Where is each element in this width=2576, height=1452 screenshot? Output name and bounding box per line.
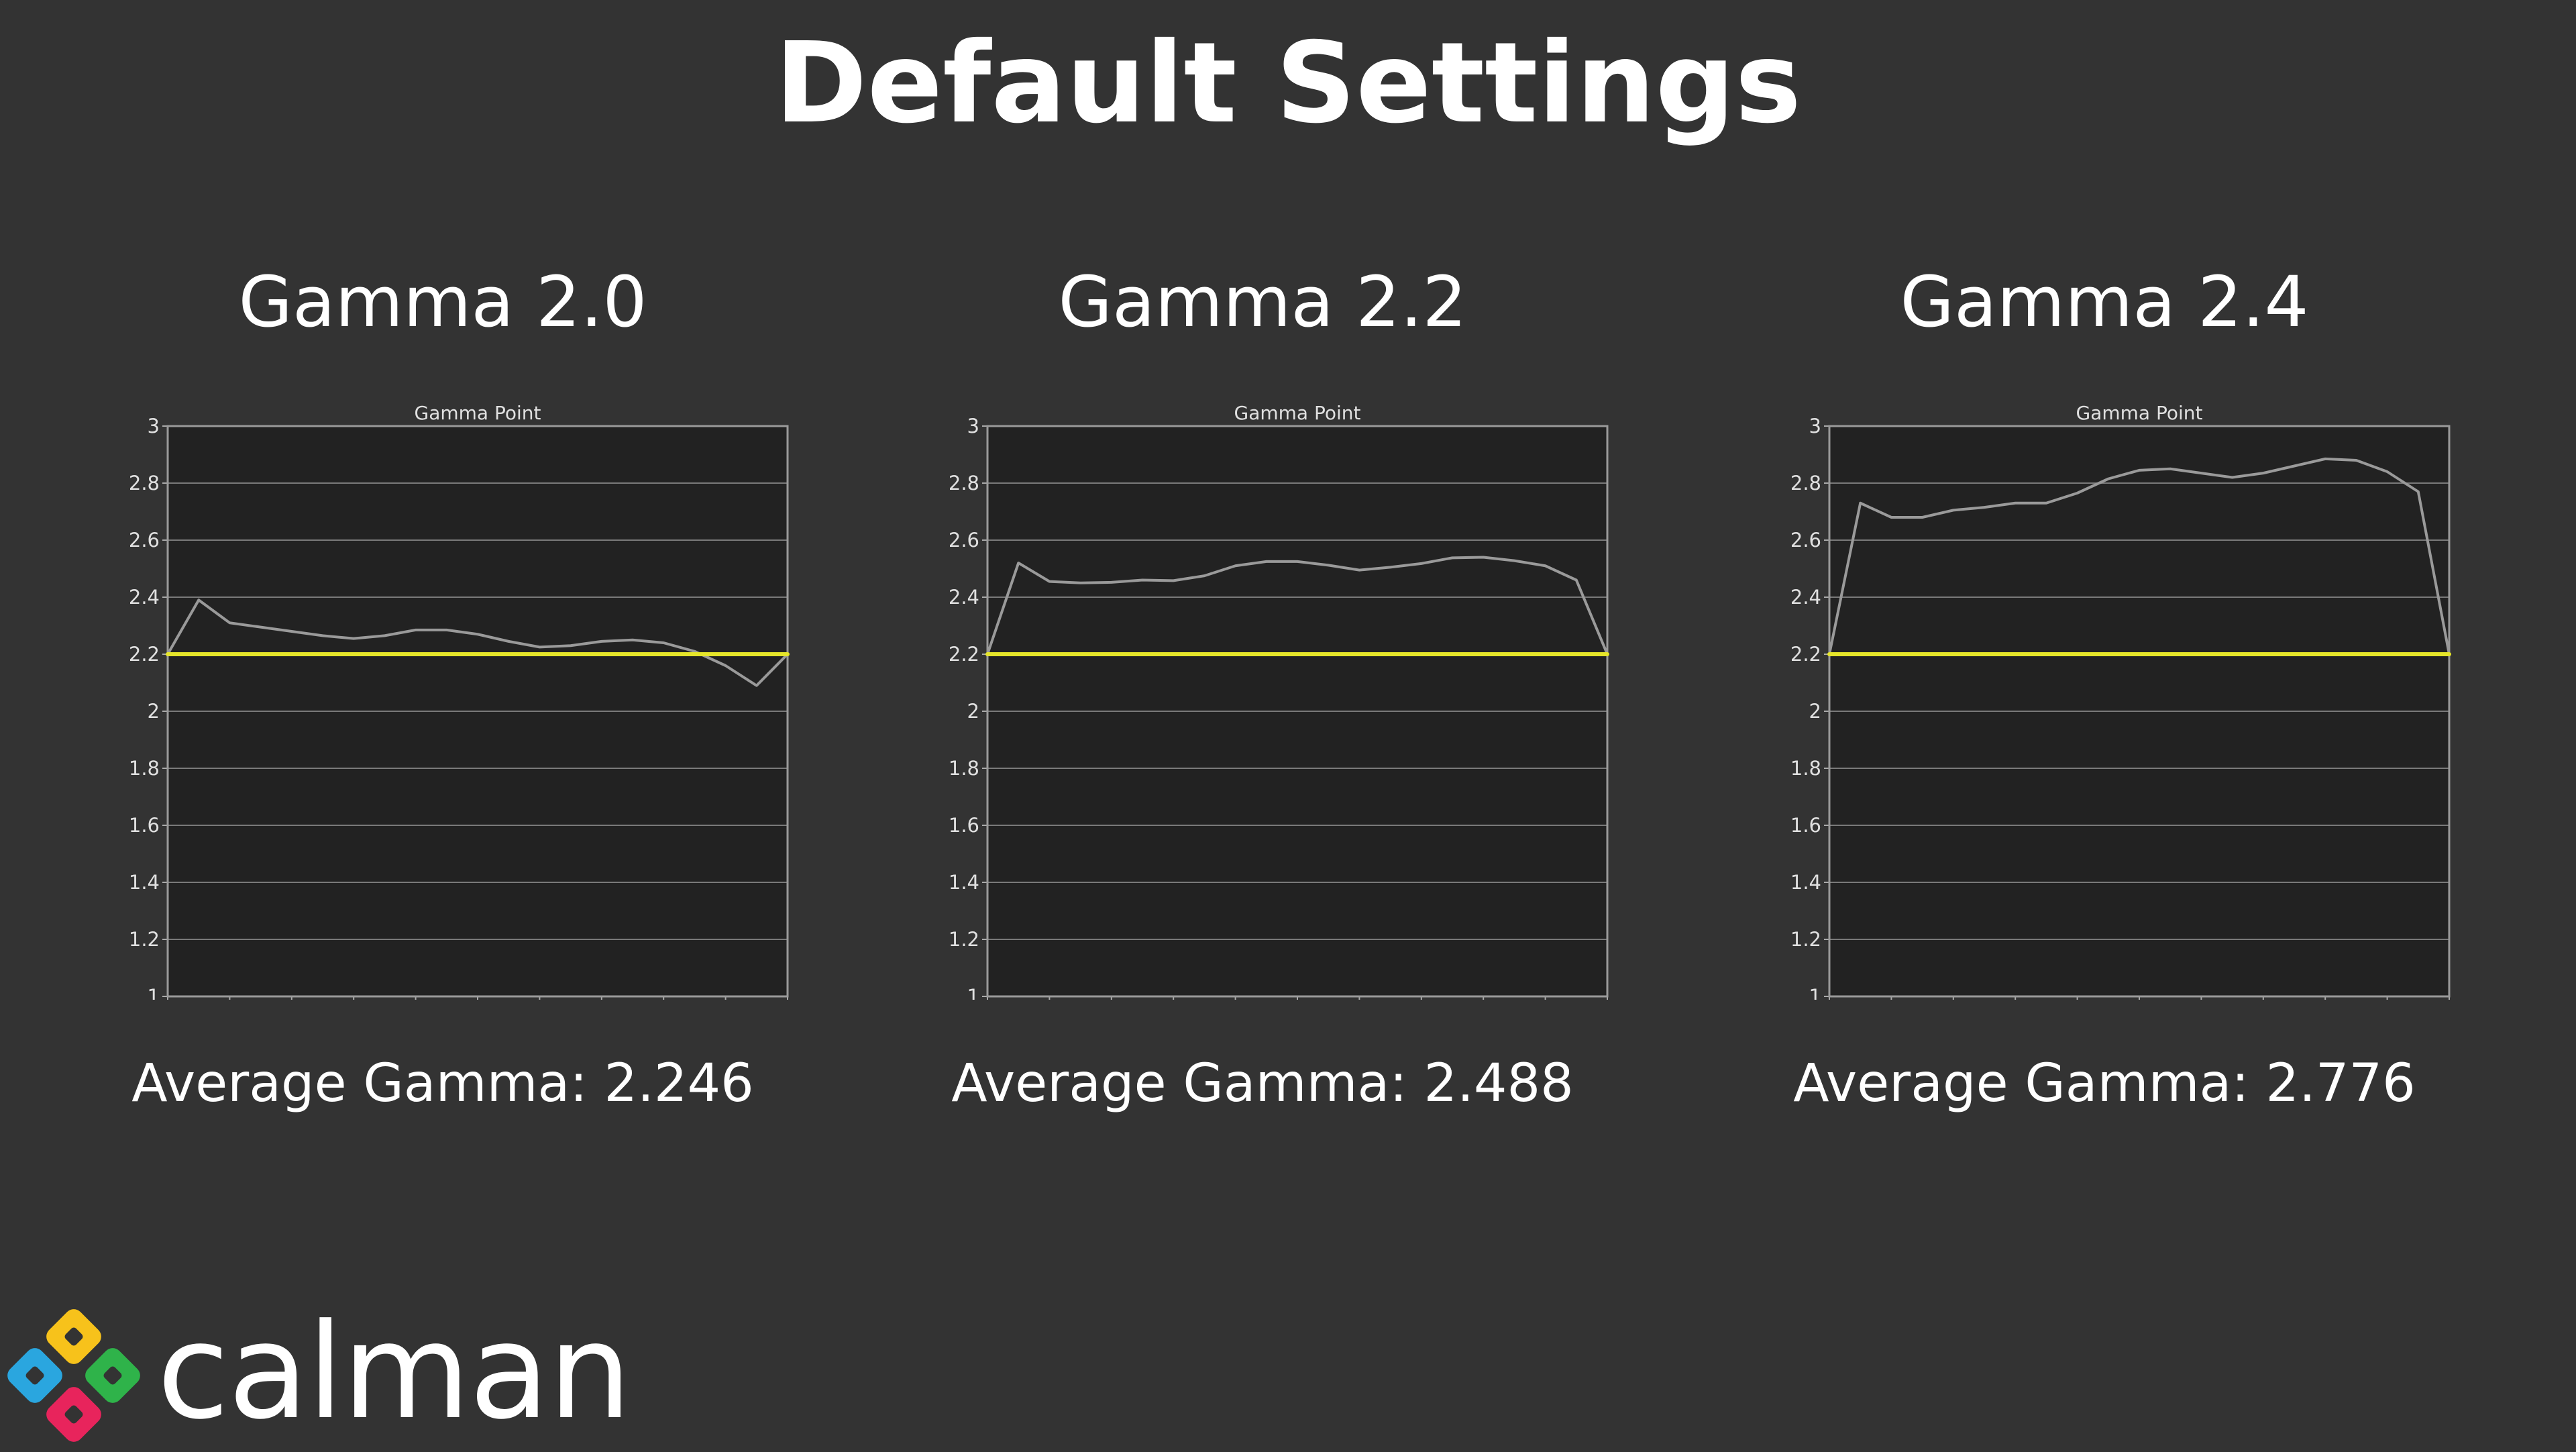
- y-tick-label: 2.8: [1790, 472, 1821, 495]
- y-tick-label: 1.2: [129, 928, 160, 951]
- y-tick-label: 3: [967, 415, 979, 437]
- y-tick-label: 1.6: [1790, 814, 1821, 837]
- average-gamma-label: Average Gamma:: [951, 1053, 1407, 1114]
- y-tick-label: 2.4: [949, 586, 979, 609]
- chart-title: Gamma Point: [2076, 402, 2203, 424]
- y-tick-label: 3: [1809, 415, 1821, 437]
- average-gamma: Average Gamma: 2.246: [40, 1047, 845, 1121]
- y-tick-label: 1.8: [949, 757, 979, 780]
- y-tick-label: 1.2: [1790, 928, 1821, 951]
- chart-panel-gamma-2-4: Gamma 2.4 Gamma Point 1 1.2 1.4 1.6 1.8 2 2.2 2.…: [1702, 242, 2507, 1141]
- plot-border: [1828, 425, 2451, 998]
- y-tick-label: 2.2: [1790, 643, 1821, 666]
- chart-panel-gamma-2-2: Gamma 2.2 Gamma Point 1 1.2 1.4 1.6 1.8 2 2.2 2.…: [860, 242, 1665, 1141]
- panel-title: Gamma 2.2: [1058, 261, 1467, 343]
- y-tick-label: 1.2: [949, 928, 979, 951]
- y-tick-label: 1.4: [1790, 871, 1821, 894]
- y-tick-label: 2: [148, 700, 160, 723]
- y-tick-label: 3: [148, 415, 160, 437]
- y-tick-label: 2: [967, 700, 979, 723]
- gamma-chart: Gamma Point11.21.41.61.822.22.42.62.8301…: [1790, 402, 2451, 1000]
- y-tick-label: 1.6: [129, 814, 160, 837]
- panel-title: Gamma 2.0: [238, 261, 647, 343]
- calman-logo: calman: [4, 1302, 648, 1449]
- measured-gamma-line: [1828, 457, 2451, 656]
- y-tick-label: 1.4: [129, 871, 160, 894]
- y-tick-label: 2.4: [1790, 586, 1821, 609]
- gamma-chart: Gamma Point11.21.41.61.822.22.42.62.8301…: [129, 402, 790, 1000]
- y-tick-label: 1: [1809, 985, 1821, 1000]
- y-tick-label: 2.6: [949, 529, 979, 552]
- average-gamma-value: 2.246: [604, 1053, 754, 1114]
- y-tick-label: 2.6: [129, 529, 160, 552]
- plot-border: [166, 425, 789, 998]
- y-tick-label: 1.8: [129, 757, 160, 780]
- y-tick-label: 1: [967, 985, 979, 1000]
- y-tick-label: 2.2: [129, 643, 160, 666]
- y-tick-label: 2.8: [129, 472, 160, 495]
- y-tick-label: 2.2: [949, 643, 979, 666]
- average-gamma-label: Average Gamma:: [131, 1053, 588, 1114]
- page-title: Default Settings: [774, 19, 1802, 148]
- y-tick-label: 1.6: [949, 814, 979, 837]
- y-tick-label: 1: [148, 985, 160, 1000]
- average-gamma: Average Gamma: 2.488: [860, 1047, 1665, 1121]
- y-tick-label: 2: [1809, 700, 1821, 723]
- measured-gamma-line: [986, 556, 1609, 656]
- y-tick-label: 2.6: [1790, 529, 1821, 552]
- measured-gamma-line: [166, 599, 789, 687]
- chart-panel-gamma-2-0: Gamma 2.0 Gamma Point 1 1.2 1.4 1.6 1.8 2 2.2 2.…: [40, 242, 845, 1141]
- average-gamma-value: 2.488: [1424, 1053, 1574, 1114]
- logo-wordmark: calman: [157, 1296, 632, 1449]
- average-gamma-value: 2.776: [2265, 1053, 2416, 1114]
- y-tick-label: 2.4: [129, 586, 160, 609]
- plot-border: [986, 425, 1609, 998]
- average-gamma-label: Average Gamma:: [1793, 1053, 2249, 1114]
- chart-title: Gamma Point: [415, 402, 541, 424]
- panel-title: Gamma 2.4: [1900, 261, 2309, 343]
- chart-title: Gamma Point: [1234, 402, 1361, 424]
- calman-logo-mark-icon: [7, 1309, 140, 1442]
- gamma-chart: Gamma Point11.21.41.61.822.22.42.62.8301…: [949, 402, 1609, 1000]
- y-tick-label: 1.4: [949, 871, 979, 894]
- y-tick-label: 2.8: [949, 472, 979, 495]
- y-tick-label: 1.8: [1790, 757, 1821, 780]
- average-gamma: Average Gamma: 2.776: [1702, 1047, 2507, 1121]
